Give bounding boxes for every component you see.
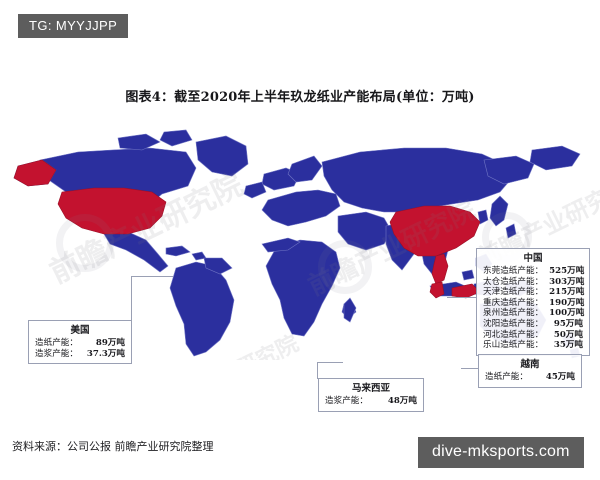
callout-row-value: 525万吨	[549, 266, 585, 276]
region-malaysia-borneo	[451, 283, 481, 299]
callout-row-value: 215万吨	[549, 287, 585, 298]
callout-rows: 造纸产能： 89万吨 造浆产能： 37.3万吨	[35, 338, 125, 359]
source-note: 资料来源：公司公报 前瞻产业研究院整理	[12, 440, 214, 453]
leader-line-china	[447, 297, 477, 298]
telegram-watermark-badge: TG: MYYJJPP	[18, 14, 129, 38]
callout-title: 中国	[523, 253, 543, 264]
callout-row: 造纸产能： 89万吨	[35, 338, 125, 349]
callout-row-label: 沈阳造纸产能：	[483, 318, 544, 329]
callout-row-label: 东莞造纸产能：	[483, 266, 544, 276]
callout-row: 东莞造纸产能： 525万吨	[483, 266, 585, 277]
callout-row-label: 造浆产能：	[325, 396, 368, 406]
leader-line-vietnam	[461, 368, 479, 369]
region-usa	[57, 187, 167, 235]
callout-vietnam: 越南 造纸产能： 45万吨	[478, 354, 582, 388]
callout-row-value: 50万吨	[553, 329, 583, 340]
callout-row: 沈阳造纸产能： 95万吨	[483, 319, 583, 330]
callout-rows: 造纸产能： 45万吨	[485, 372, 575, 383]
leader-line-malaysia	[317, 362, 318, 379]
callout-row: 天津造纸产能： 215万吨	[483, 287, 585, 298]
callout-row: 泉州造纸产能： 100万吨	[483, 308, 585, 319]
callout-row-value: 190万吨	[549, 297, 585, 308]
leader-line-malaysia	[317, 362, 343, 363]
callout-row-value: 37.3万吨	[86, 348, 125, 359]
callout-row-value: 303万吨	[549, 276, 585, 287]
callout-row-label: 乐山造纸产能：	[483, 340, 544, 351]
callout-row: 造浆产能： 48万吨	[325, 396, 417, 407]
callout-row-label: 太仓造纸产能：	[483, 276, 544, 287]
region-vietnam	[431, 253, 449, 285]
callout-row: 乐山造纸产能： 35万吨	[483, 340, 583, 351]
leader-line-usa	[131, 276, 173, 277]
callout-rows: 造浆产能： 48万吨	[325, 396, 417, 407]
region-alaska	[13, 159, 57, 187]
callout-row-label: 造纸产能：	[35, 338, 78, 348]
callout-rows: 东莞造纸产能： 525万吨 太仓造纸产能： 303万吨 天津造纸产能： 215万…	[483, 266, 585, 351]
callout-row: 重庆造纸产能： 190万吨	[483, 297, 585, 309]
callout-row: 河北造纸产能： 50万吨	[483, 330, 583, 341]
callout-row-value: 89万吨	[95, 338, 125, 348]
callout-row: 造浆产能： 37.3万吨	[35, 349, 125, 360]
callout-row-label: 重庆造纸产能：	[483, 297, 544, 308]
callout-row-label: 河北造纸产能：	[483, 329, 544, 340]
callout-row-label: 泉州造纸产能：	[483, 308, 544, 319]
callout-row-value: 45万吨	[545, 372, 575, 382]
leader-line-usa	[131, 276, 132, 321]
world-map-svg	[0, 108, 600, 360]
figure-title: 图表4：截至2020年上半年玖龙纸业产能布局(单位：万吨)	[125, 90, 475, 105]
callout-row-value: 100万吨	[549, 308, 585, 319]
callout-malaysia: 马来西亚 造浆产能： 48万吨	[318, 378, 424, 412]
callout-usa: 美国 造纸产能： 89万吨 造浆产能： 37.3万吨	[28, 320, 132, 365]
figure-card: 图表4：截至2020年上半年玖龙纸业产能布局(单位：万吨)	[0, 72, 600, 455]
map-highlighted-countries	[13, 159, 481, 299]
callout-row-value: 95万吨	[553, 318, 583, 329]
callout-row-label: 造浆产能：	[35, 348, 78, 359]
callout-row: 造纸产能： 45万吨	[485, 372, 575, 383]
callout-title: 美国	[70, 325, 90, 336]
callout-row-value: 35万吨	[553, 340, 583, 351]
region-malaysia-peninsula	[429, 281, 445, 299]
callout-row-label: 天津造纸产能：	[483, 287, 544, 298]
callout-row-value: 48万吨	[387, 396, 417, 406]
world-map: 前瞻产业研究院 前瞻产业研究院 前瞻产业研究院 前瞻产业研究院	[0, 108, 600, 360]
callout-row: 太仓造纸产能： 303万吨	[483, 276, 585, 288]
callout-title: 越南	[520, 359, 540, 370]
region-china	[389, 205, 481, 257]
site-watermark-badge: dive-mksports.com	[418, 437, 584, 468]
callout-row-label: 造纸产能：	[485, 372, 528, 382]
callout-title: 马来西亚	[351, 383, 390, 394]
callout-china: 中国 东莞造纸产能： 525万吨 太仓造纸产能： 303万吨 天津造纸产能： 2…	[476, 248, 590, 356]
